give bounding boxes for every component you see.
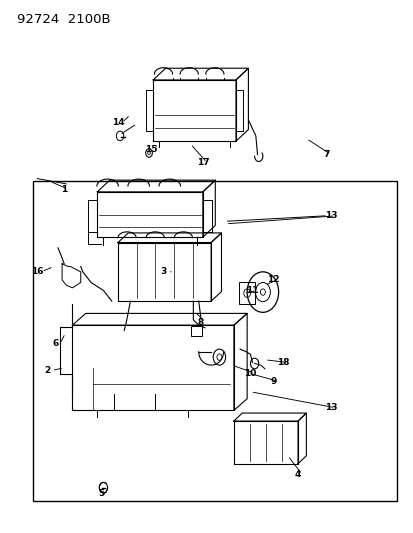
Text: 4: 4	[294, 470, 301, 479]
Text: 9: 9	[269, 377, 276, 385]
Text: 15: 15	[145, 145, 157, 154]
Text: 13: 13	[324, 403, 337, 412]
Text: 3: 3	[160, 268, 166, 276]
Text: 92724  2100B: 92724 2100B	[17, 13, 110, 26]
Text: 12: 12	[266, 276, 279, 284]
Text: 1: 1	[61, 185, 67, 193]
Text: 18: 18	[277, 358, 289, 367]
Bar	[191, 326, 201, 336]
Bar	[33, 181, 396, 501]
Text: 5: 5	[98, 489, 104, 497]
Text: 8: 8	[197, 318, 204, 327]
Text: 6: 6	[52, 340, 59, 348]
Text: 10: 10	[244, 369, 256, 377]
Text: 2: 2	[44, 366, 51, 375]
Text: 11: 11	[246, 286, 258, 295]
Bar	[239, 282, 254, 304]
Text: 14: 14	[112, 118, 124, 127]
Text: 7: 7	[323, 150, 330, 159]
Text: 16: 16	[31, 268, 43, 276]
Text: 17: 17	[196, 158, 209, 167]
Text: 13: 13	[324, 212, 337, 220]
